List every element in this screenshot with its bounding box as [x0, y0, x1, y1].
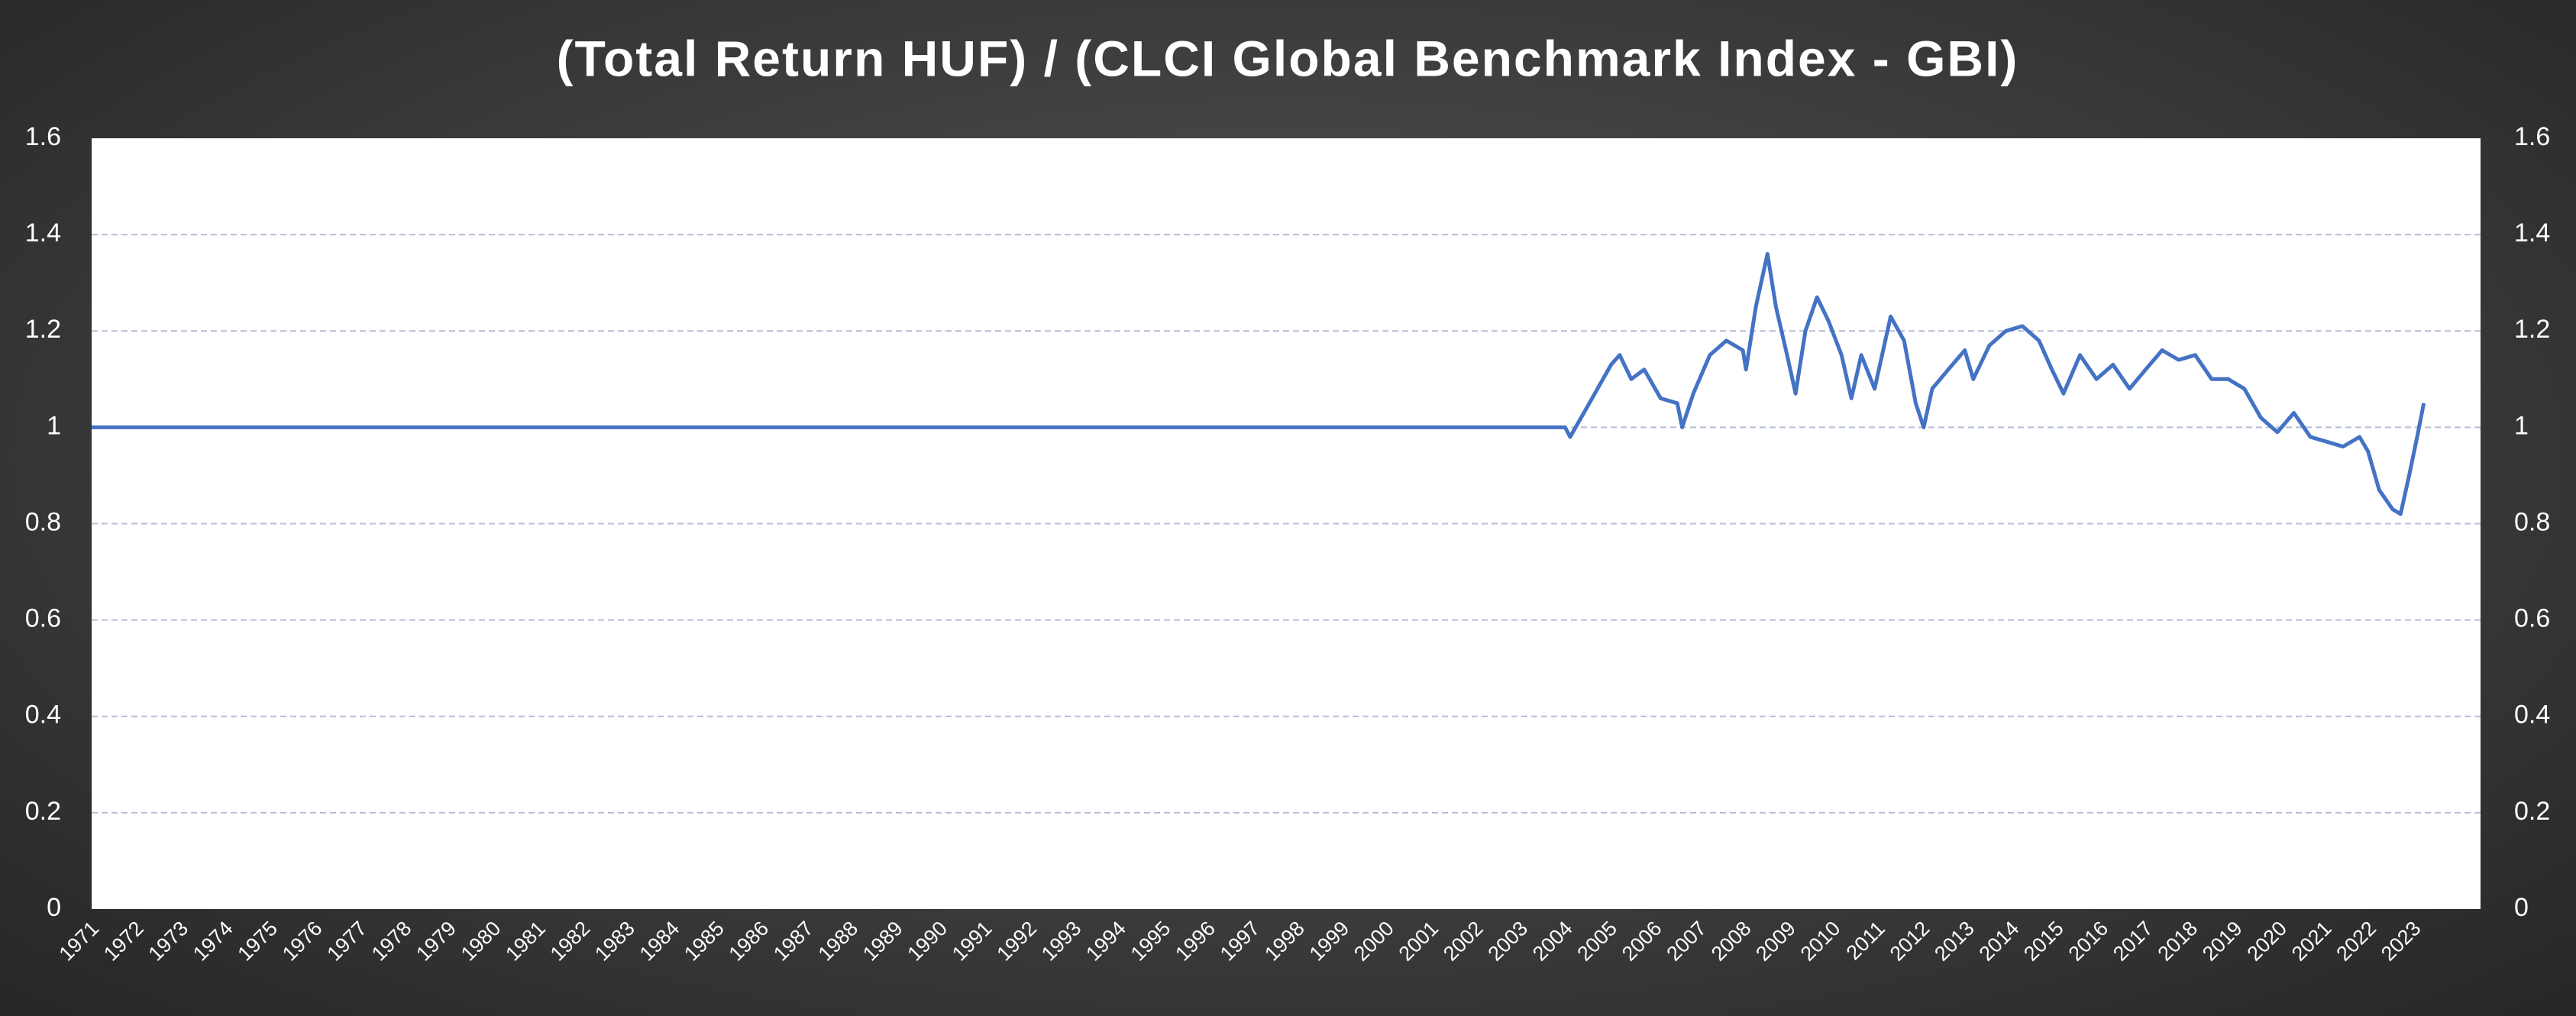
- x-tick-label: 1980: [457, 917, 506, 966]
- x-tick-label: 1975: [233, 917, 282, 966]
- x-tick-label: 1971: [55, 917, 104, 966]
- chart-title: (Total Return HUF) / (CLCI Global Benchm…: [557, 30, 2019, 86]
- x-tick-label: 1989: [858, 917, 907, 966]
- x-tick-label: 2014: [1975, 917, 2024, 966]
- x-tick-label: 2007: [1662, 917, 1711, 966]
- x-tick-label: 2017: [2109, 917, 2157, 966]
- y2-tick-label: 0: [2514, 893, 2529, 922]
- x-tick-label: 1987: [769, 917, 818, 966]
- y2-tick-label: 0.8: [2514, 507, 2550, 536]
- x-tick-label: 1973: [144, 917, 193, 966]
- x-tick-label: 1986: [725, 917, 774, 966]
- data-line: [92, 251, 2426, 516]
- x-tick-label: 1984: [635, 917, 684, 966]
- x-tick-label: 1992: [992, 917, 1041, 966]
- x-tick-label: 1974: [189, 917, 238, 966]
- y-tick-label: 0: [47, 893, 61, 922]
- x-tick-label: 1990: [903, 917, 952, 966]
- y-tick-label: 1.2: [25, 315, 61, 344]
- x-tick-label: 1972: [99, 917, 148, 966]
- x-tick-label: 2002: [1439, 917, 1488, 966]
- x-tick-label: 2012: [1886, 917, 1934, 966]
- y-tick-label: 0.8: [25, 507, 61, 536]
- x-tick-label: 2020: [2242, 917, 2291, 966]
- x-tick-label: 1998: [1260, 917, 1309, 966]
- x-tick-label: 2015: [2019, 917, 2068, 966]
- x-tick-label: 1978: [367, 917, 416, 966]
- x-tick-label: 1981: [501, 917, 550, 966]
- x-tick-label: 2013: [1930, 917, 1979, 966]
- x-tick-label: 1999: [1305, 917, 1354, 966]
- x-tick-label: 1985: [680, 917, 729, 966]
- y2-tick-label: 1.2: [2514, 315, 2550, 344]
- x-tick-label: 2019: [2198, 917, 2247, 966]
- x-tick-label: 2009: [1751, 917, 1800, 966]
- x-tick-label: 1995: [1126, 917, 1175, 966]
- x-tick-label: 2003: [1484, 917, 1533, 966]
- y2-tick-label: 1: [2514, 411, 2529, 440]
- y2-tick-label: 0.6: [2514, 604, 2550, 633]
- x-tick-label: 1979: [412, 917, 461, 966]
- x-tick-label: 1993: [1037, 917, 1086, 966]
- y-tick-label: 0.4: [25, 701, 61, 730]
- x-tick-label: 1977: [322, 917, 371, 966]
- x-tick-label: 1988: [814, 917, 863, 966]
- x-tick-label: 2016: [2064, 917, 2113, 966]
- y2-tick-label: 0.2: [2514, 797, 2550, 826]
- x-tick-label: 2006: [1618, 917, 1666, 966]
- x-tick-label: 2000: [1349, 917, 1398, 966]
- x-tick-label: 2010: [1796, 917, 1845, 966]
- x-tick-label: 1976: [278, 917, 327, 966]
- y2-tick-label: 1.4: [2514, 218, 2550, 248]
- x-tick-label: 1994: [1081, 917, 1130, 966]
- y-tick-label: 0.6: [25, 604, 61, 633]
- x-tick-label: 1996: [1171, 917, 1220, 966]
- x-tick-label: 1991: [948, 917, 997, 966]
- y-tick-label: 1.6: [25, 122, 61, 151]
- x-tick-label: 2011: [1842, 917, 1889, 964]
- y-tick-label: 0.2: [25, 797, 61, 826]
- x-tick-label: 2001: [1395, 917, 1443, 966]
- x-tick-label: 1982: [546, 917, 595, 966]
- x-tick-label: 2022: [2332, 917, 2380, 966]
- x-tick-label: 1983: [590, 917, 639, 966]
- y-tick-label: 1.4: [25, 218, 61, 248]
- x-tick-label: 1997: [1216, 917, 1265, 966]
- x-tick-label: 2008: [1707, 917, 1756, 966]
- y2-tick-label: 0.4: [2514, 701, 2550, 730]
- x-tick-label: 2023: [2377, 917, 2426, 966]
- y-tick-label: 1: [47, 411, 61, 440]
- x-tick-label: 2004: [1528, 917, 1577, 966]
- x-tick-label: 2021: [2287, 917, 2336, 966]
- x-tick-label: 2005: [1572, 917, 1621, 966]
- x-tick-label: 2018: [2154, 917, 2203, 966]
- y2-tick-label: 1.6: [2514, 122, 2550, 151]
